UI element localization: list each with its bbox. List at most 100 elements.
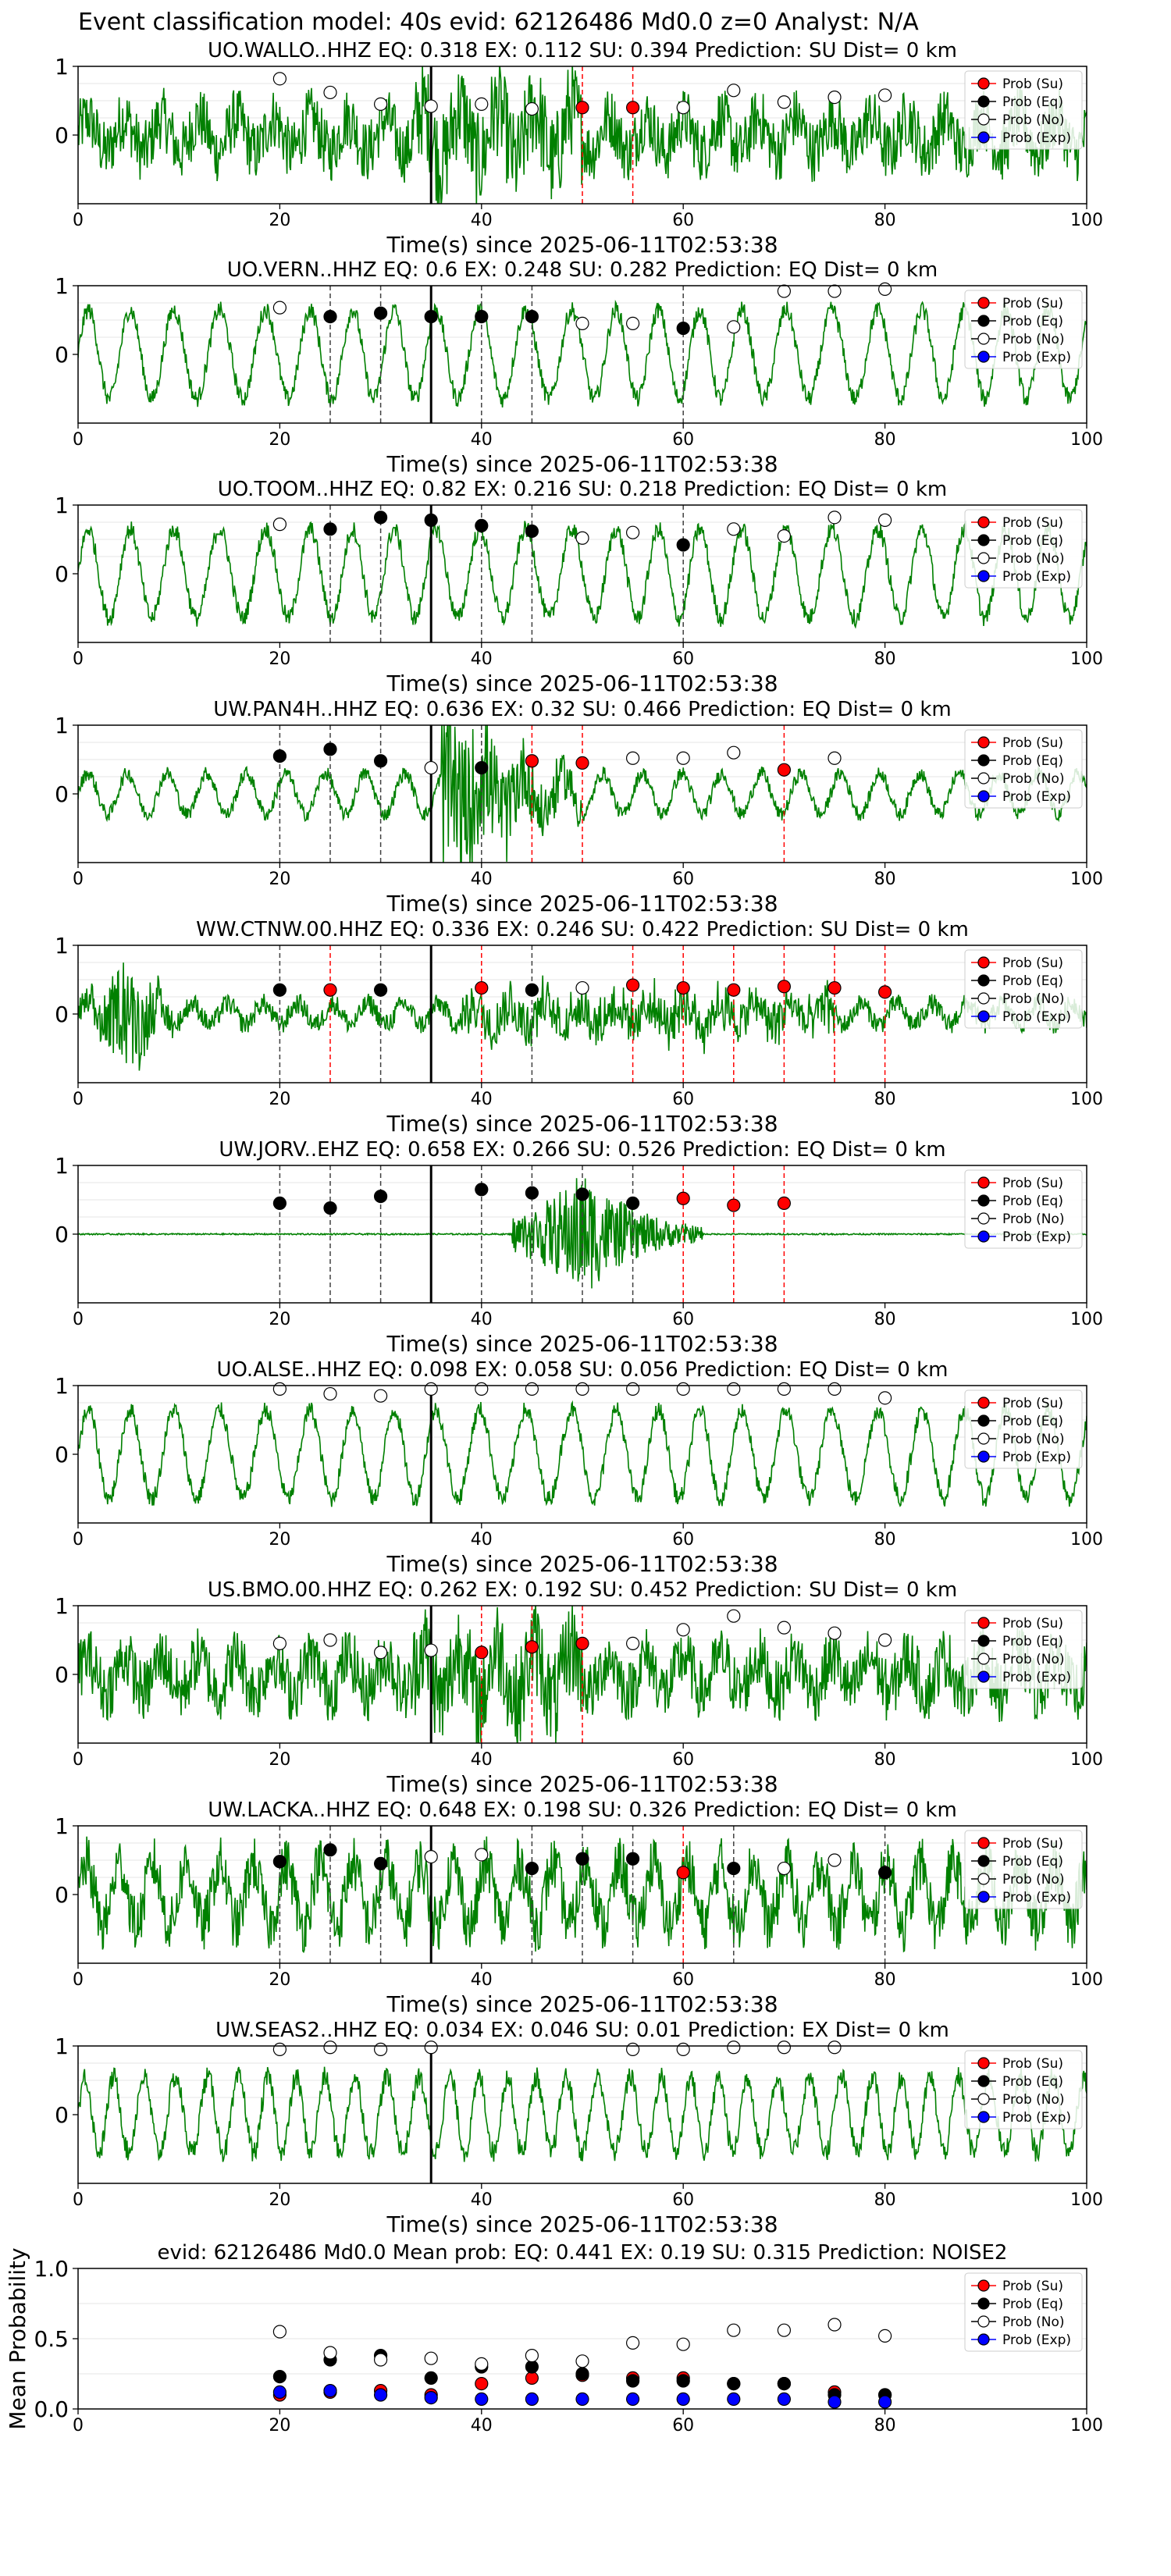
legend-marker-su xyxy=(977,1617,990,1629)
legend-marker-eq xyxy=(977,315,990,327)
prob-point-no xyxy=(828,2041,842,2055)
prob-point-no xyxy=(877,1391,892,1405)
waveform-trace xyxy=(78,962,1087,1071)
legend-label: Prob (Su) xyxy=(1002,1616,1063,1631)
prob-point-su xyxy=(676,1866,690,1880)
legend-marker-exp xyxy=(977,790,990,802)
prob-point-su xyxy=(625,978,640,992)
prob-point-no xyxy=(777,1861,792,1876)
x-tick-label: 80 xyxy=(874,870,896,889)
legend-marker-eq xyxy=(977,1414,990,1427)
legend-box xyxy=(964,1389,1083,1469)
legend-marker-eq xyxy=(977,1855,990,1867)
legend-box xyxy=(964,2050,1083,2129)
prob-point-no xyxy=(676,2042,690,2056)
legend-box xyxy=(964,509,1083,589)
prob-point-no xyxy=(272,301,287,315)
legend-label: Prob (No) xyxy=(1002,112,1065,128)
x-tick-label: 0 xyxy=(73,2416,84,2435)
prob-point-eq xyxy=(424,310,438,324)
chart-panel-3: UW.PAN4H..HHZ EQ: 0.636 EX: 0.32 SU: 0.4… xyxy=(55,698,1103,916)
legend-box xyxy=(964,1169,1083,1249)
figure-suptitle: Event classification model: 40s evid: 62… xyxy=(78,9,919,36)
mean-point-exp xyxy=(828,2395,842,2409)
prob-point-no xyxy=(625,525,640,539)
x-tick-label: 20 xyxy=(269,1750,290,1770)
legend-label: Prob (Exp) xyxy=(1002,2110,1071,2126)
x-tick-label: 100 xyxy=(1070,870,1103,889)
mean-point-eq xyxy=(727,2377,741,2391)
prob-point-no xyxy=(777,1382,792,1397)
x-axis-label: Time(s) since 2025-06-11T02:53:38 xyxy=(386,891,778,916)
chart-panel-4: WW.CTNW.00.HHZ EQ: 0.336 EX: 0.246 SU: 0… xyxy=(55,918,1103,1137)
legend-label: Prob (Eq) xyxy=(1002,1854,1063,1870)
y-tick-label: 1 xyxy=(55,2033,69,2059)
mean-point-exp xyxy=(424,2391,438,2405)
prob-point-no xyxy=(272,2042,287,2056)
x-tick-label: 20 xyxy=(269,211,290,230)
x-tick-label: 60 xyxy=(672,1310,694,1329)
prob-point-su xyxy=(525,754,539,768)
legend-label: Prob (Exp) xyxy=(1002,130,1071,146)
prob-point-no xyxy=(777,528,792,543)
prob-point-no xyxy=(272,1636,287,1650)
prob-point-no xyxy=(727,320,741,334)
prob-point-eq xyxy=(525,1186,539,1200)
prob-point-eq xyxy=(676,538,690,552)
prob-point-no xyxy=(272,72,287,86)
legend-marker-eq xyxy=(977,2075,990,2087)
y-tick-label: 1 xyxy=(55,933,69,959)
prob-point-no xyxy=(424,760,438,775)
mean-point-exp xyxy=(727,2392,741,2406)
x-tick-label: 80 xyxy=(874,1090,896,1109)
prob-point-no xyxy=(676,751,690,765)
x-tick-label: 0 xyxy=(73,1530,84,1550)
legend-label: Prob (Exp) xyxy=(1002,1229,1071,1245)
legend-label: Prob (Su) xyxy=(1002,515,1063,531)
legend-marker-no xyxy=(977,333,990,345)
prob-point-no xyxy=(424,1382,438,1397)
y-tick-label: 0 xyxy=(55,1662,69,1688)
prob-point-no xyxy=(828,1626,842,1640)
x-tick-label: 60 xyxy=(672,2416,694,2435)
x-tick-label: 20 xyxy=(269,1310,290,1329)
panel-title: UO.VERN..HHZ EQ: 0.6 EX: 0.248 SU: 0.282… xyxy=(227,258,938,282)
mean-point-exp xyxy=(525,2392,539,2406)
chart-panel-6: UO.ALSE..HHZ EQ: 0.098 EX: 0.058 SU: 0.0… xyxy=(55,1358,1103,1577)
prob-point-no xyxy=(424,1850,438,1864)
legend-marker-eq xyxy=(977,754,990,767)
prob-point-no xyxy=(727,1609,741,1623)
prob-point-no xyxy=(475,97,489,111)
prob-point-su xyxy=(828,980,842,995)
mean-point-eq xyxy=(676,2374,690,2388)
x-tick-label: 100 xyxy=(1070,430,1103,450)
y-tick-label: 0.0 xyxy=(34,2396,69,2422)
x-tick-label: 60 xyxy=(672,1090,694,1109)
x-tick-label: 40 xyxy=(471,1750,493,1770)
prob-point-no xyxy=(575,531,589,545)
legend-marker-eq xyxy=(977,534,990,546)
prob-point-no xyxy=(828,90,842,105)
x-tick-label: 0 xyxy=(73,1970,84,1990)
legend-marker-exp xyxy=(977,350,990,363)
legend-marker-exp xyxy=(977,1891,990,1903)
y-tick-label: 0 xyxy=(55,1442,69,1468)
x-tick-label: 60 xyxy=(672,1530,694,1550)
legend-label: Prob (No) xyxy=(1002,991,1065,1007)
prob-point-eq xyxy=(525,524,539,539)
prob-point-eq xyxy=(374,1189,388,1204)
legend-marker-su xyxy=(977,736,990,749)
prob-point-no xyxy=(625,1636,640,1650)
prob-point-no xyxy=(625,316,640,330)
mean-point-exp xyxy=(323,2384,337,2398)
prob-point-no xyxy=(374,97,388,111)
x-tick-label: 0 xyxy=(73,430,84,450)
legend-label: Prob (Exp) xyxy=(1002,350,1071,365)
prob-point-no xyxy=(374,2042,388,2056)
prob-point-eq xyxy=(374,511,388,525)
prob-point-su xyxy=(475,980,489,995)
x-tick-label: 20 xyxy=(269,2190,290,2210)
prob-point-no xyxy=(777,95,792,109)
x-tick-label: 60 xyxy=(672,870,694,889)
waveform-trace xyxy=(78,520,1087,629)
